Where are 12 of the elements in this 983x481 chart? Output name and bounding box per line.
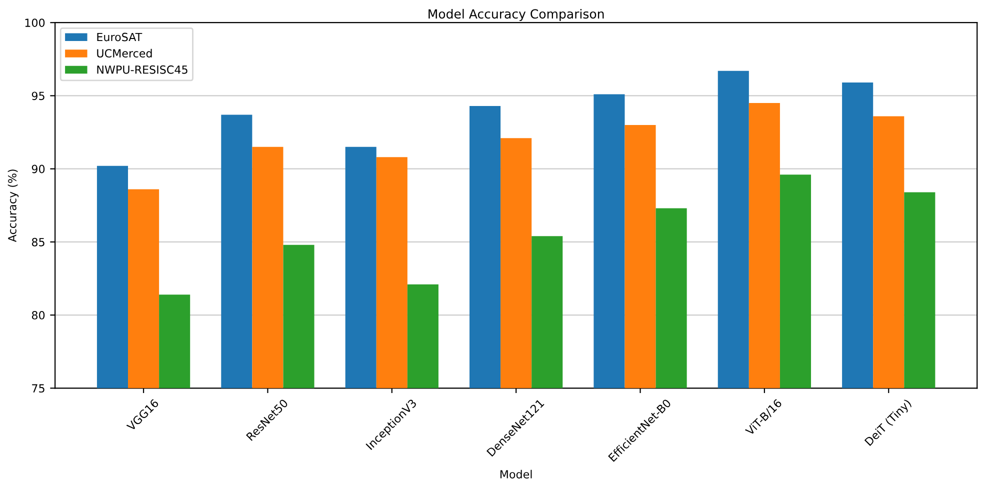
x-axis-title: Model: [500, 470, 532, 478]
legend-label: EuroSAT: [97, 32, 142, 42]
legend-label: UCMerced: [97, 48, 152, 58]
y-tick-label: 100: [25, 18, 45, 27]
y-tick-label: 75: [32, 384, 44, 393]
y-tick-label: 95: [32, 92, 44, 100]
y-tick-label: 85: [32, 238, 44, 246]
legend-label: NWPU-RESISC45: [97, 65, 188, 74]
y-tick-label: 80: [32, 311, 45, 320]
y-axis-title: Accuracy (%): [8, 170, 19, 242]
y-tick-label: 90: [32, 164, 45, 174]
chart-title: Model Accuracy Comparison: [428, 8, 604, 22]
